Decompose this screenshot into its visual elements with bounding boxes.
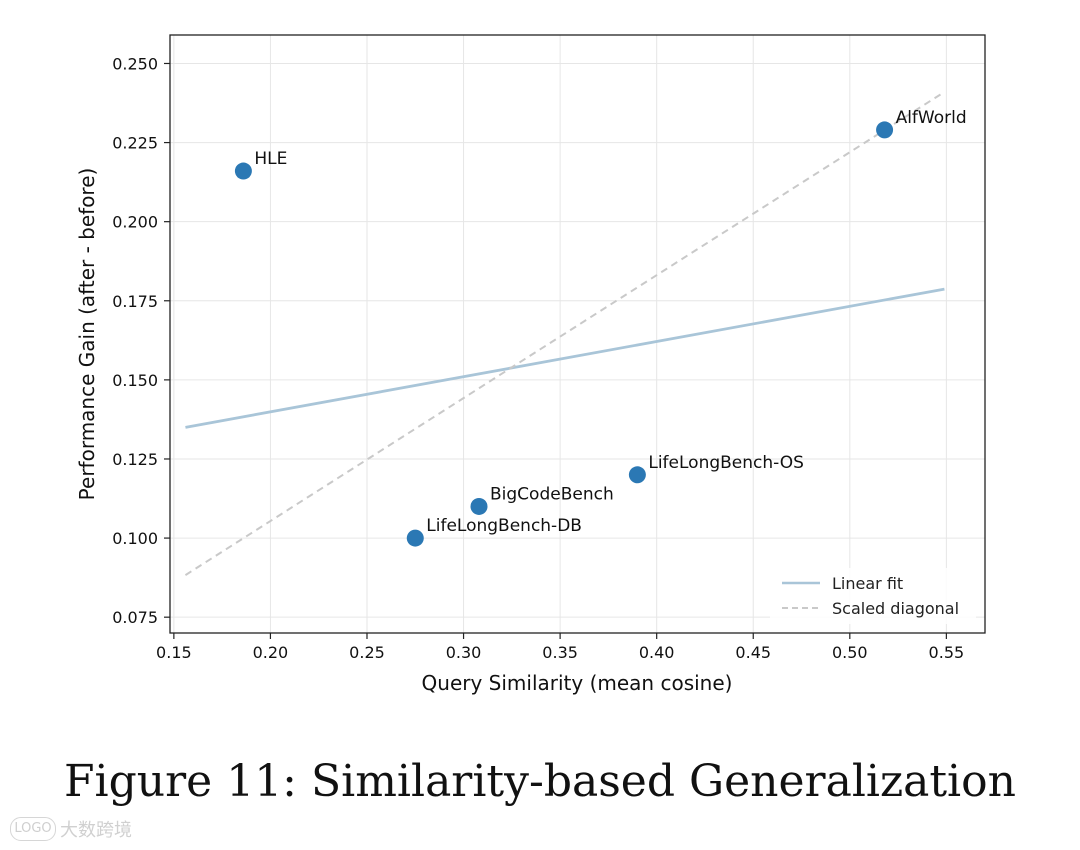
data-points: HLE AlfWorld BigCodeBench LifeLongBench-OS L… <box>234 108 967 547</box>
data-point-label: LifeLongBench-OS <box>648 453 804 473</box>
legend-label-scaled-diagonal: Scaled diagonal <box>832 599 959 618</box>
y-tick-label: 0.150 <box>112 371 158 390</box>
data-point-label: LifeLongBench-DB <box>426 516 582 536</box>
x-tick-label: 0.35 <box>542 643 578 662</box>
y-axis-ticks: 0.075 0.100 0.125 0.150 0.175 0.200 0.225 0.250 <box>112 54 170 627</box>
x-tick-label: 0.55 <box>929 643 965 662</box>
x-axis-ticks: 0.15 0.20 0.25 0.30 0.35 0.40 0.45 0.50 0.55 <box>156 633 964 662</box>
figure-caption: Figure 11: Similarity-based Generalizati… <box>64 756 1016 807</box>
y-tick-label: 0.100 <box>112 529 158 548</box>
x-tick-label: 0.30 <box>446 643 482 662</box>
data-point <box>876 121 894 139</box>
watermark-text: 大数跨境 <box>60 820 132 841</box>
y-tick-label: 0.075 <box>112 608 158 627</box>
legend-label-linear-fit: Linear fit <box>832 574 903 593</box>
y-tick-label: 0.200 <box>112 213 158 232</box>
scatter-chart: HLE AlfWorld BigCodeBench LifeLongBench-OS L… <box>75 34 986 695</box>
x-tick-label: 0.45 <box>735 643 771 662</box>
legend: Linear fit Scaled diagonal <box>770 568 976 624</box>
plot-frame <box>169 34 986 634</box>
x-tick-label: 0.20 <box>253 643 289 662</box>
data-point <box>628 466 646 484</box>
grid-lines <box>170 35 985 633</box>
x-tick-label: 0.15 <box>156 643 192 662</box>
data-point-label: HLE <box>254 149 287 169</box>
y-tick-label: 0.250 <box>112 54 158 73</box>
data-point <box>234 162 252 180</box>
x-axis-title: Query Similarity (mean cosine) <box>422 671 733 695</box>
fit-lines <box>184 91 945 576</box>
data-point <box>406 529 424 547</box>
x-tick-label: 0.40 <box>639 643 675 662</box>
y-tick-label: 0.225 <box>112 134 158 153</box>
legend-box <box>770 568 976 624</box>
watermark-logo: LOGO <box>10 817 56 841</box>
linear-fit-line <box>185 287 945 429</box>
y-tick-label: 0.175 <box>112 292 158 311</box>
scaled-diagonal-line <box>184 91 945 576</box>
x-tick-label: 0.25 <box>349 643 385 662</box>
y-axis-title: Performance Gain (after - before) <box>75 168 99 501</box>
x-tick-label: 0.50 <box>832 643 868 662</box>
y-tick-label: 0.125 <box>112 450 158 469</box>
data-point-label: AlfWorld <box>896 108 967 128</box>
data-point-label: BigCodeBench <box>490 484 614 504</box>
data-point <box>470 497 488 515</box>
watermark: LOGO 大数跨境 <box>10 816 132 842</box>
